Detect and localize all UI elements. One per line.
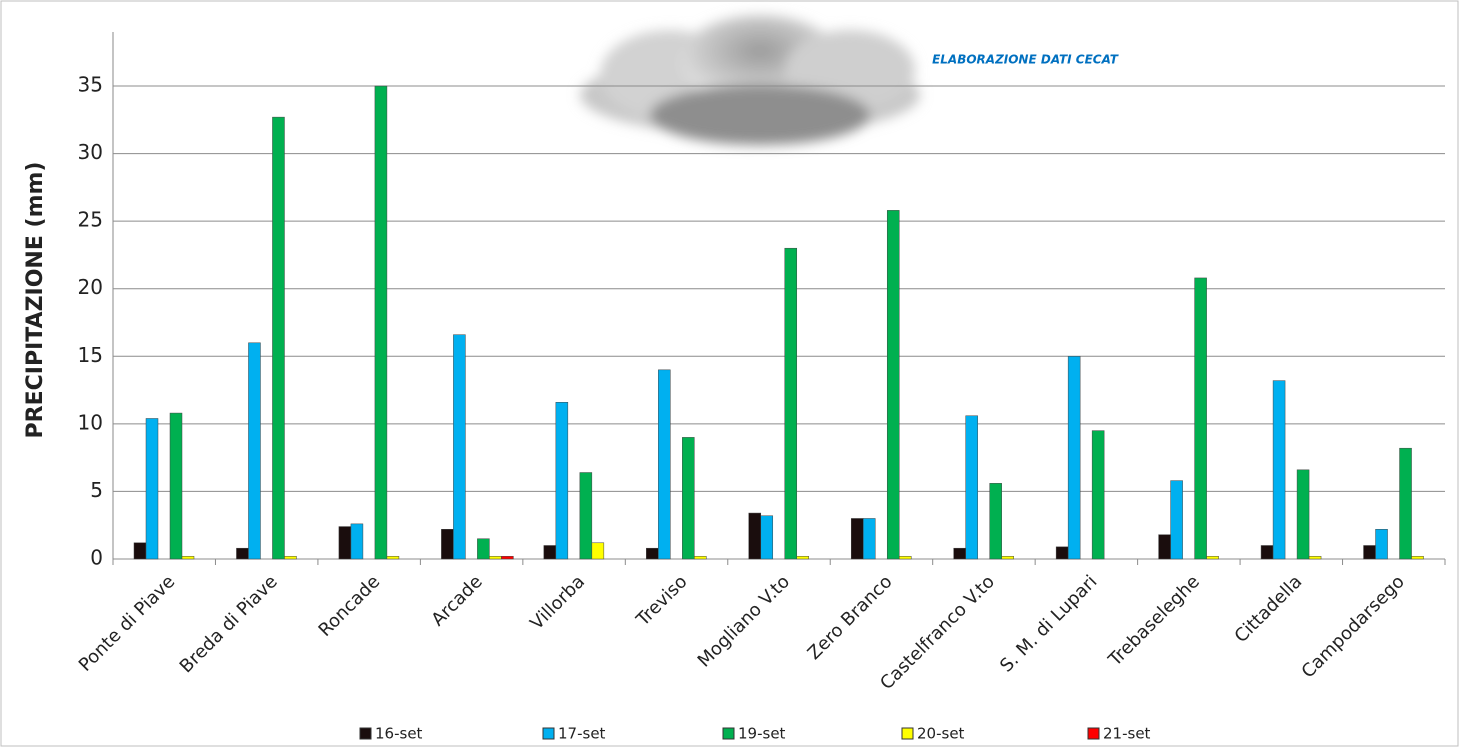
y-tick-label: 10: [78, 410, 103, 434]
bar: [850, 518, 864, 560]
bar: [682, 437, 695, 560]
bar: [646, 547, 659, 560]
bar: [1375, 529, 1388, 560]
legend-swatch: [359, 727, 372, 740]
bar: [1399, 447, 1412, 560]
bar: [248, 342, 261, 560]
bar: [386, 556, 400, 560]
bar: [989, 483, 1002, 560]
bar: [453, 334, 466, 560]
bar: [886, 210, 900, 560]
bar: [555, 402, 569, 560]
bar: [350, 523, 364, 560]
bar: [862, 518, 876, 560]
legend-label: 20-set: [917, 725, 965, 743]
bar: [1308, 556, 1322, 560]
bar: [1296, 469, 1310, 560]
legend-swatch: [722, 727, 735, 740]
bar: [1206, 556, 1219, 560]
y-tick-label: 30: [78, 140, 103, 164]
bar: [272, 116, 285, 560]
y-axis-label: PRECIPITAZIONE (mm): [23, 162, 48, 439]
bar: [338, 526, 352, 560]
bar: [965, 415, 978, 560]
bar: [489, 556, 502, 560]
y-tick-label: 0: [90, 546, 103, 570]
bar: [760, 515, 774, 560]
bar: [441, 529, 454, 560]
bar: [1158, 534, 1171, 560]
bar: [1260, 545, 1274, 560]
bar: [543, 545, 557, 560]
bar: [236, 547, 249, 560]
bar: [1091, 430, 1105, 560]
legend-label: 19-set: [738, 725, 786, 743]
annotation: ELABORAZIONE DATI CECAT: [932, 53, 1119, 67]
bar: [591, 542, 605, 560]
y-tick-label: 5: [90, 478, 103, 502]
y-tick-label: 35: [78, 73, 103, 97]
bar: [784, 247, 798, 560]
y-tick-label: 25: [78, 208, 103, 232]
bar: [1170, 480, 1183, 560]
cloud: [580, 15, 920, 145]
bar: [181, 556, 195, 560]
bar: [953, 547, 966, 560]
bar: [501, 556, 514, 560]
bar: [579, 472, 593, 560]
bar: [1363, 545, 1376, 560]
bar: [477, 538, 490, 560]
y-tick-label: 15: [78, 343, 103, 367]
bar: [145, 418, 159, 560]
legend-swatch: [1087, 727, 1100, 740]
bar: [1055, 546, 1069, 560]
bar: [748, 512, 762, 560]
bar: [169, 412, 183, 560]
bar: [1001, 556, 1014, 560]
bar: [658, 369, 671, 560]
bar: [694, 556, 707, 560]
legend-label: 21-set: [1103, 725, 1151, 743]
bar: [1411, 556, 1424, 560]
bar: [1067, 356, 1081, 560]
bar: [898, 556, 912, 560]
bar: [796, 556, 810, 560]
bar: [1194, 277, 1207, 560]
bar: [374, 85, 388, 560]
bar: [284, 556, 297, 560]
legend-swatch: [542, 727, 555, 740]
legend-label: 16-set: [375, 725, 423, 743]
legend-label: 17-set: [558, 725, 606, 743]
bar: [133, 542, 147, 560]
y-tick-label: 20: [78, 275, 103, 299]
legend-swatch: [901, 727, 914, 740]
bar: [1272, 380, 1286, 560]
